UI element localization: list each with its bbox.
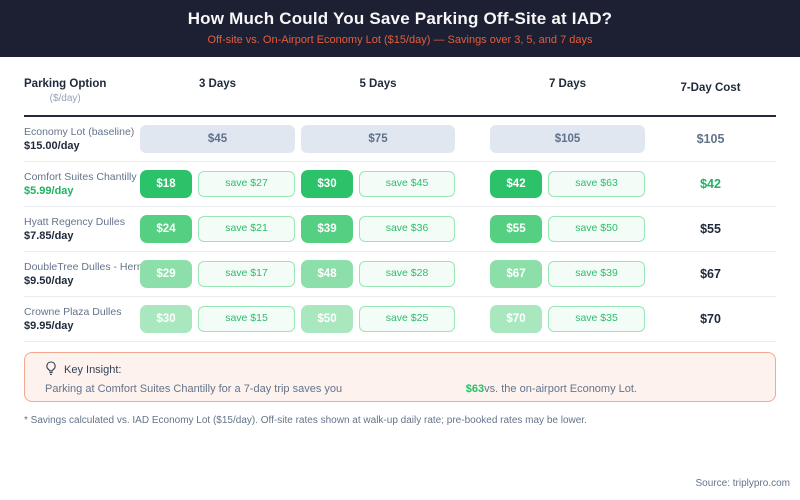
save-chip-5day: save $36 <box>359 216 455 242</box>
seven-day-cost: $55 <box>700 222 721 236</box>
page-subtitle: Off-site vs. On-Airport Economy Lot ($15… <box>207 34 593 46</box>
option-name: Economy Lot (baseline) <box>24 126 135 138</box>
baseline-cost-badge-3day: $45 <box>140 125 295 153</box>
table-row-economy-baseline: Economy Lot (baseline) $15.00/day $45 $7… <box>24 117 776 162</box>
footnote: * Savings calculated vs. IAD Economy Lot… <box>24 415 587 426</box>
baseline-cost-badge-5day: $75 <box>301 125 455 153</box>
source-credit: Source: triplypro.com <box>695 478 790 489</box>
cost-badge-3day: $18 <box>140 170 192 198</box>
option-rate: $7.85/day <box>24 230 74 242</box>
table-row-comfort-suites: Comfort Suites Chantilly $5.99/day $18 s… <box>24 162 776 207</box>
option-rate: $9.95/day <box>24 320 74 332</box>
cost-badge-3day: $29 <box>140 260 192 288</box>
key-insight-savings-value: $63 <box>465 383 485 395</box>
cost-badge-3day: $24 <box>140 215 192 243</box>
cost-badge-7day: $70 <box>490 305 542 333</box>
header-banner: How Much Could You Save Parking Off-Site… <box>0 0 800 57</box>
option-name: Comfort Suites Chantilly <box>24 171 137 183</box>
column-header-option-sub: ($/day) <box>49 93 81 104</box>
save-chip-7day: save $63 <box>548 171 645 197</box>
table-header-row: Parking Option ($/day) 3 Days 5 Days 7 D… <box>24 78 776 117</box>
option-name: Crowne Plaza Dulles <box>24 306 122 318</box>
cost-badge-7day: $55 <box>490 215 542 243</box>
column-header-7days: 7 Days <box>548 78 587 90</box>
save-chip-5day: save $28 <box>359 261 455 287</box>
table-row-hyatt-regency: Hyatt Regency Dulles $7.85/day $24 save … <box>24 207 776 252</box>
page-title: How Much Could You Save Parking Off-Site… <box>187 9 613 28</box>
cost-badge-5day: $48 <box>301 260 353 288</box>
option-rate: $5.99/day <box>24 185 74 197</box>
cost-badge-5day: $39 <box>301 215 353 243</box>
table-row-doubletree: DoubleTree Dulles - Herndon $9.50/day $2… <box>24 252 776 297</box>
option-rate: $15.00/day <box>24 140 80 152</box>
column-header-5days: 5 Days <box>359 78 397 90</box>
save-chip-7day: save $39 <box>548 261 645 287</box>
column-header-3days: 3 Days <box>198 78 237 90</box>
cost-badge-7day: $42 <box>490 170 542 198</box>
column-header-7day-cost: 7-Day Cost <box>680 82 741 94</box>
key-insight-box: Key Insight: Parking at Comfort Suites C… <box>24 352 776 402</box>
cost-badge-5day: $30 <box>301 170 353 198</box>
key-insight-text: Parking at Comfort Suites Chantilly for … <box>45 383 343 395</box>
option-name: DoubleTree Dulles - Herndon <box>24 261 161 273</box>
save-chip-5day: save $25 <box>359 306 455 332</box>
save-chip-7day: save $35 <box>548 306 645 332</box>
seven-day-cost: $42 <box>700 177 721 191</box>
table-body: Economy Lot (baseline) $15.00/day $45 $7… <box>24 117 776 342</box>
save-chip-3day: save $17 <box>198 261 295 287</box>
cost-badge-3day: $30 <box>140 305 192 333</box>
save-chip-3day: save $15 <box>198 306 295 332</box>
save-chip-3day: save $27 <box>198 171 295 197</box>
table-row-crowne-plaza: Crowne Plaza Dulles $9.95/day $30 save $… <box>24 297 776 342</box>
option-name: Hyatt Regency Dulles <box>24 216 125 228</box>
cost-badge-7day: $67 <box>490 260 542 288</box>
save-chip-5day: save $45 <box>359 171 455 197</box>
seven-day-cost: $70 <box>700 312 721 326</box>
seven-day-cost: $67 <box>700 267 721 281</box>
save-chip-3day: save $21 <box>198 216 295 242</box>
seven-day-cost: $105 <box>696 132 725 146</box>
save-chip-7day: save $50 <box>548 216 645 242</box>
baseline-cost-badge-7day: $105 <box>490 125 645 153</box>
key-insight-text-after: vs. the on-airport Economy Lot. <box>484 383 637 395</box>
lightbulb-icon <box>45 361 57 379</box>
key-insight-title: Key Insight: <box>64 364 122 376</box>
cost-badge-5day: $50 <box>301 305 353 333</box>
option-rate: $9.50/day <box>24 275 74 287</box>
column-header-option: Parking Option <box>24 78 107 90</box>
